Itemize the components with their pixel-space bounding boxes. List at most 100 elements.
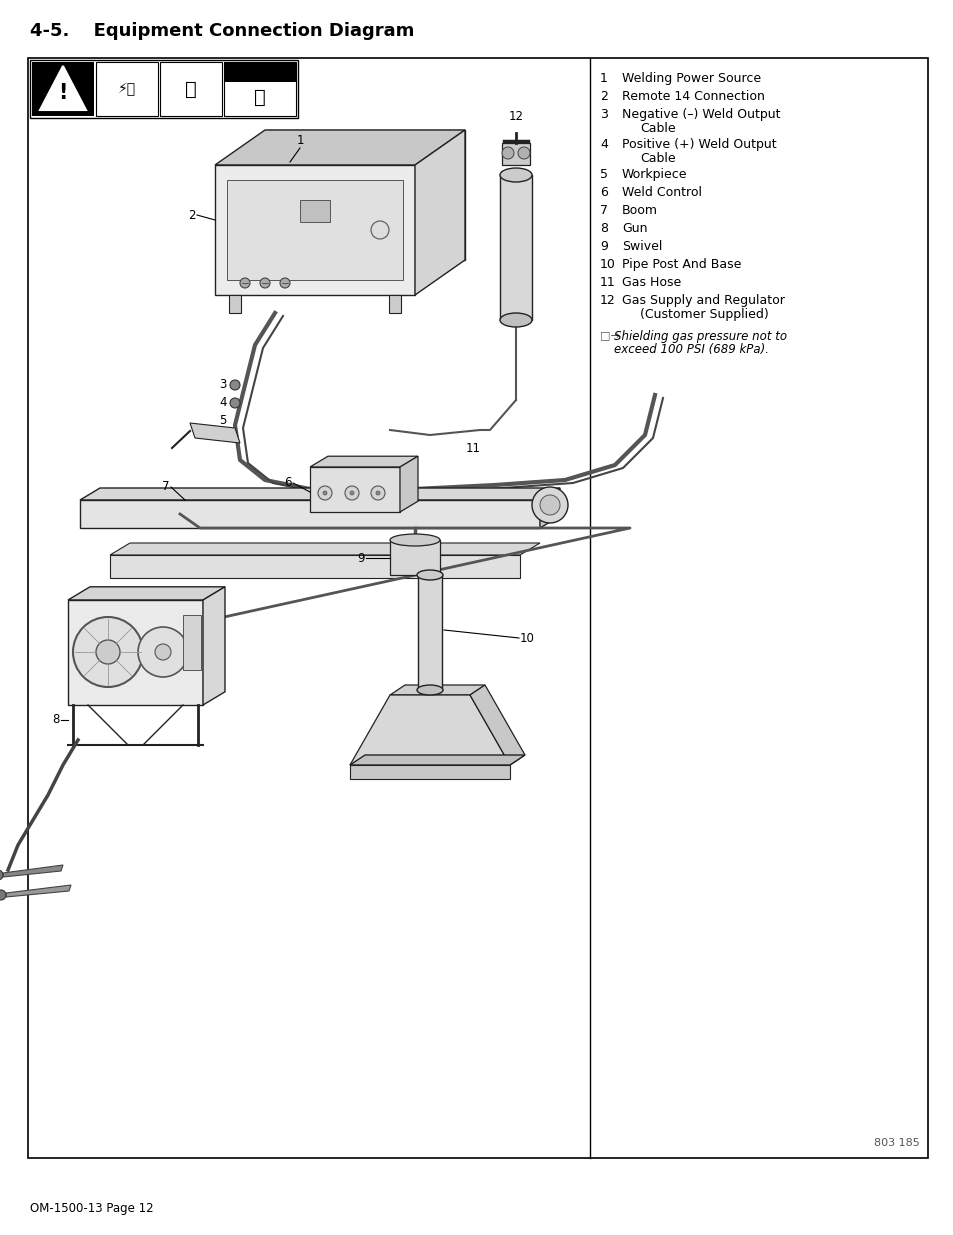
Circle shape [96,640,120,664]
Polygon shape [390,685,484,695]
Polygon shape [539,488,559,529]
Polygon shape [399,456,417,513]
Polygon shape [110,555,519,578]
Text: Workpiece: Workpiece [621,168,687,182]
Circle shape [501,147,514,159]
Text: 1: 1 [599,72,607,85]
Bar [227,180,402,280]
Circle shape [323,492,327,495]
Text: 6: 6 [599,186,607,199]
Circle shape [371,221,389,240]
Bar [417,576,441,690]
Polygon shape [415,130,464,295]
Bar [183,615,201,671]
Bar [224,62,295,116]
Polygon shape [203,587,225,705]
Polygon shape [350,695,510,764]
Polygon shape [68,600,203,705]
Circle shape [317,487,332,500]
Bar [160,62,222,116]
Bar [96,62,158,116]
Circle shape [532,487,567,522]
Text: □→: □→ [599,330,619,340]
Polygon shape [80,488,559,500]
Circle shape [0,890,6,900]
Ellipse shape [416,685,442,695]
Text: 2: 2 [599,90,607,103]
Text: 4: 4 [599,138,607,151]
Text: Remote 14 Connection: Remote 14 Connection [621,90,764,103]
Text: Boom: Boom [621,204,658,217]
Text: Shielding gas pressure not to: Shielding gas pressure not to [614,330,786,343]
Text: 5: 5 [599,168,607,182]
Text: Gun: Gun [621,222,647,235]
Text: Welding Power Source: Welding Power Source [621,72,760,85]
Text: Gas Hose: Gas Hose [621,275,680,289]
Polygon shape [350,755,524,764]
Bar [229,295,241,312]
Text: 4-5.  Equipment Connection Diagram: 4-5. Equipment Connection Diagram [30,22,414,40]
Text: 3: 3 [219,378,227,391]
Polygon shape [310,467,399,513]
Circle shape [345,487,358,500]
Bar [501,143,530,165]
Circle shape [154,643,171,659]
Text: ⚡👤: ⚡👤 [118,82,136,96]
Text: 5: 5 [219,414,227,426]
Circle shape [375,492,379,495]
Text: 6: 6 [284,477,292,489]
Text: Negative (–) Weld Output: Negative (–) Weld Output [621,107,780,121]
Text: Weld Control: Weld Control [621,186,701,199]
Bar [299,200,330,222]
Bar [30,61,297,119]
Text: Swivel: Swivel [621,240,661,253]
Polygon shape [6,885,71,897]
Circle shape [260,278,270,288]
Text: OM-1500-13 Page 12: OM-1500-13 Page 12 [30,1202,153,1215]
Text: 803 185: 803 185 [873,1137,919,1149]
Circle shape [0,869,3,881]
Text: 12: 12 [508,110,523,124]
Circle shape [371,487,385,500]
Text: 9: 9 [357,552,365,564]
Polygon shape [68,587,225,600]
Text: Positive (+) Weld Output: Positive (+) Weld Output [621,138,776,151]
Bar [389,295,400,312]
Ellipse shape [416,571,442,580]
Circle shape [539,495,559,515]
Polygon shape [80,500,539,529]
Text: 11: 11 [465,442,480,454]
Circle shape [230,398,240,408]
Circle shape [280,278,290,288]
Circle shape [240,278,250,288]
Text: 3: 3 [599,107,607,121]
Text: 8: 8 [52,714,60,726]
Polygon shape [3,864,63,877]
Text: 10: 10 [519,631,535,645]
Polygon shape [214,130,464,165]
Text: 7: 7 [162,480,170,494]
Text: 9: 9 [599,240,607,253]
Circle shape [138,627,188,677]
Text: Pipe Post And Base: Pipe Post And Base [621,258,740,270]
Polygon shape [110,543,539,555]
Text: !: ! [58,83,68,103]
Text: 7: 7 [599,204,607,217]
Circle shape [517,147,530,159]
Polygon shape [214,165,415,295]
Text: exceed 100 PSI (689 kPa).: exceed 100 PSI (689 kPa). [614,343,768,356]
Polygon shape [265,130,464,261]
Circle shape [350,492,354,495]
Polygon shape [190,424,240,443]
Bar [32,62,94,116]
Polygon shape [470,685,524,764]
Polygon shape [310,456,417,467]
Text: 12: 12 [599,294,615,308]
Text: 1: 1 [296,135,303,147]
Text: Cable: Cable [639,152,675,165]
Text: 🏃: 🏃 [253,88,266,106]
Text: Gas Supply and Regulator: Gas Supply and Regulator [621,294,784,308]
Ellipse shape [499,312,532,327]
Text: 4: 4 [219,396,227,410]
Polygon shape [390,540,439,576]
